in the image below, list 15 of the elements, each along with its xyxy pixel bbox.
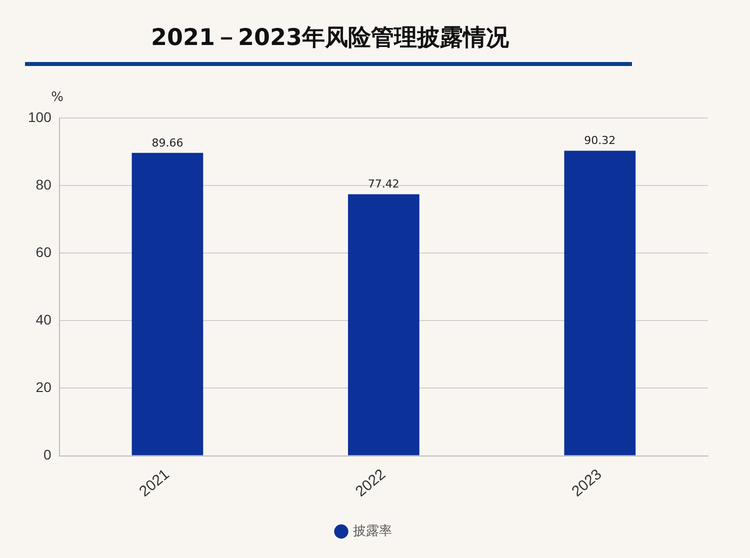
chart-title: 2021－2023年风险管理披露情况 [150,24,510,53]
bar [564,150,636,456]
y-tick-label: 80 [36,176,52,192]
data-label: 90.32 [584,134,616,148]
y-axis-title: % [51,90,64,105]
data-label: 77.42 [368,178,400,191]
bar [348,194,420,456]
data-label: 89.66 [152,136,184,150]
y-tick-label: 40 [36,312,52,328]
y-tick-label: 60 [36,244,52,260]
y-tick-label: 100 [28,108,52,125]
y-tick-label: 0 [44,446,52,463]
bar [132,152,204,456]
legend-label: 披露率 [352,522,392,539]
y-tick-label: 20 [36,379,52,396]
